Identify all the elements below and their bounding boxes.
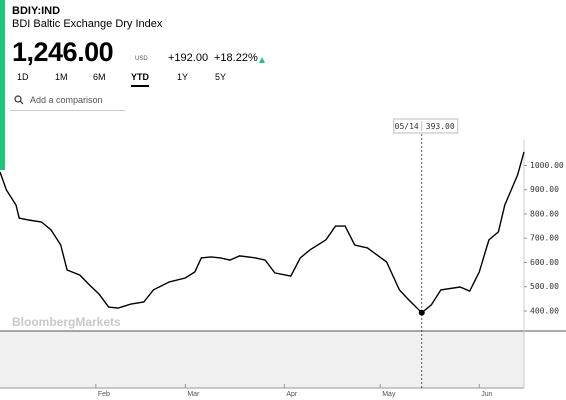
tooltip-date: 05/14: [395, 122, 419, 131]
price: 1,246.00: [12, 37, 114, 67]
range-button[interactable]: 1M: [55, 72, 68, 82]
tooltip-value: 393.00: [426, 122, 455, 131]
x-tick-label: Jun: [481, 391, 492, 398]
range-button[interactable]: YTD: [131, 72, 149, 87]
y-tick-label: 900.00: [530, 185, 559, 194]
index-name: BDI Baltic Exchange Dry Index: [12, 18, 163, 30]
ticker: BDIY:IND: [12, 5, 61, 17]
watermark: BloombergMarkets: [12, 315, 121, 329]
compare-input[interactable]: Add a comparison: [30, 95, 103, 105]
x-tick-label: May: [382, 391, 396, 398]
y-tick-label: 800.00: [530, 209, 559, 218]
accent-bar: [0, 0, 5, 170]
change-pct: +18.22%: [214, 52, 258, 64]
input-underline: [10, 110, 125, 111]
up-arrow: [259, 57, 265, 63]
lower-panel: [0, 331, 524, 388]
y-tick-label: 600.00: [530, 258, 559, 267]
range-button[interactable]: 5Y: [215, 72, 227, 82]
x-tick-label: Feb: [98, 391, 110, 398]
range-button[interactable]: 6M: [93, 72, 106, 82]
range-button[interactable]: 1D: [17, 72, 29, 82]
x-tick-label: Apr: [286, 391, 298, 398]
range-button[interactable]: 1Y: [177, 72, 189, 82]
change: +192.00: [168, 52, 209, 64]
y-tick-label: 1000.00: [530, 161, 564, 170]
currency: USD: [135, 56, 148, 62]
search-icon: [14, 95, 24, 105]
y-tick-label: 500.00: [530, 282, 559, 291]
x-tick-label: Mar: [187, 391, 200, 398]
tooltip-box: [393, 118, 459, 134]
price-line: [0, 151, 525, 314]
y-tick-label: 400.00: [530, 306, 559, 315]
point-marker: [418, 309, 425, 316]
y-tick-label: 700.00: [530, 234, 559, 243]
